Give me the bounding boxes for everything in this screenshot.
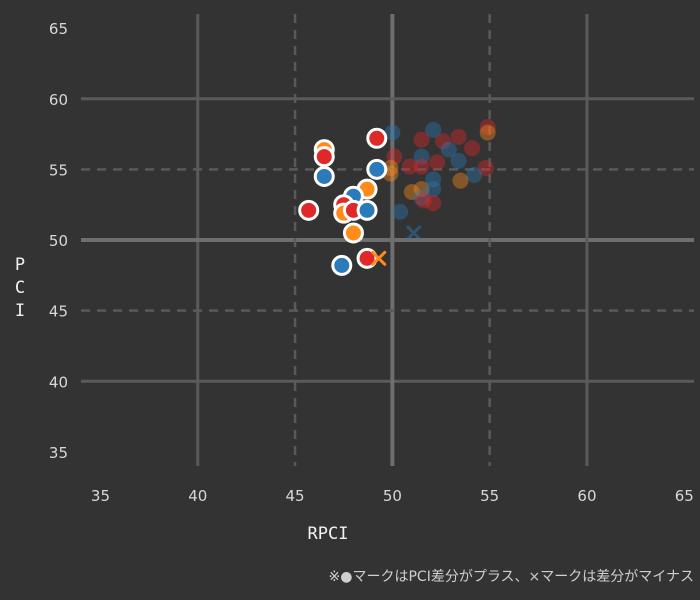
y-tick-label: 55 xyxy=(49,161,68,179)
background-point xyxy=(425,181,442,198)
x-tick-label: 55 xyxy=(480,487,499,505)
highlighted-point xyxy=(366,127,388,149)
y-tick-label: 35 xyxy=(49,444,68,462)
background-points-layer xyxy=(382,119,496,241)
background-point xyxy=(401,158,418,175)
y-axis-title-char: P xyxy=(15,255,25,275)
highlighted-points-layer xyxy=(298,127,388,276)
x-tick-label: 50 xyxy=(383,487,402,505)
background-point xyxy=(450,152,467,169)
x-tick-label: 45 xyxy=(286,487,305,505)
x-tick-label: 40 xyxy=(188,487,207,505)
background-point xyxy=(464,140,481,157)
x-tick-label: 35 xyxy=(91,487,110,505)
highlighted-point xyxy=(356,247,378,269)
highlighted-point xyxy=(356,199,378,221)
highlighted-point xyxy=(342,222,364,244)
y-tick-label: 45 xyxy=(49,303,68,321)
background-point xyxy=(413,148,430,165)
background-point xyxy=(386,148,403,165)
background-point xyxy=(479,119,496,135)
y-tick-label: 50 xyxy=(49,232,68,250)
background-point xyxy=(413,181,430,198)
x-axis-title: RPCI xyxy=(308,524,349,544)
background-point xyxy=(452,172,469,189)
background-point xyxy=(429,154,446,171)
grid-layer xyxy=(81,14,694,466)
background-point xyxy=(413,158,430,175)
y-tick-label: 60 xyxy=(49,91,68,109)
highlighted-point xyxy=(313,165,335,187)
background-cross-marker xyxy=(406,225,422,241)
background-point xyxy=(450,128,467,145)
y-axis-title-char: I xyxy=(15,301,25,321)
background-point xyxy=(413,189,430,206)
background-point xyxy=(392,203,409,220)
background-point xyxy=(425,195,442,212)
background-point xyxy=(415,192,432,209)
highlighted-point xyxy=(298,199,320,221)
x-tick-label: 65 xyxy=(675,487,694,505)
background-point xyxy=(403,183,420,200)
background-point xyxy=(384,124,401,141)
background-point xyxy=(477,159,494,176)
y-axis-title-char: C xyxy=(15,278,25,298)
background-point xyxy=(440,141,457,158)
highlighted-point xyxy=(331,254,353,276)
x-tick-label: 60 xyxy=(577,487,596,505)
cross-marker xyxy=(371,250,387,266)
background-point xyxy=(425,121,442,138)
background-point xyxy=(413,131,430,148)
tick-labels-layer: 35 40 45 50 55 60 65 35 40 45 50 55 60 65 xyxy=(49,20,694,505)
background-point xyxy=(434,133,451,150)
background-point xyxy=(466,167,483,184)
highlighted-point xyxy=(366,158,388,180)
y-tick-label: 65 xyxy=(49,20,68,38)
background-point xyxy=(425,171,442,188)
background-point xyxy=(479,124,496,141)
y-axis-title-group: PCI xyxy=(15,255,25,321)
chart-note: ※●マークはPCI差分がプラス、×マークは差分がマイナス xyxy=(329,569,694,585)
highlighted-point xyxy=(313,146,335,168)
y-tick-label: 40 xyxy=(49,373,68,391)
